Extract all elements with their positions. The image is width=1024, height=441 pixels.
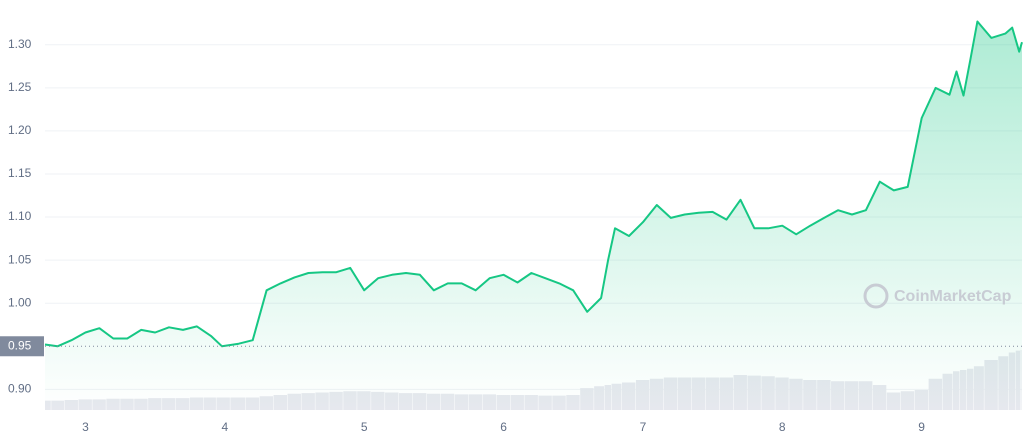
watermark-logo [863, 283, 889, 309]
y-tick-label: 1.00 [8, 295, 32, 309]
y-tick-label: 1.20 [8, 123, 32, 137]
y-tick-label: 1.15 [8, 166, 32, 180]
x-tick-label: 4 [221, 420, 228, 434]
x-tick-label: 7 [640, 420, 647, 434]
x-tick-label: 5 [361, 420, 368, 434]
watermark-text: CoinMarketCap [894, 288, 1012, 305]
x-tick-label: 9 [918, 420, 925, 434]
y-tick-label: 1.30 [8, 37, 32, 51]
price-line [44, 20, 1023, 348]
x-tick-label: 6 [500, 420, 507, 434]
watermark: CoinMarketCap [863, 283, 1012, 309]
reference-label-box [0, 336, 44, 357]
y-tick-label: 1.10 [8, 209, 32, 223]
x-tick-label: 8 [779, 420, 786, 434]
y-tick-label: 1.05 [8, 252, 32, 266]
reference-label: 0.95 [8, 338, 32, 352]
y-tick-label: 0.90 [8, 381, 32, 395]
y-tick-label: 1.25 [8, 80, 32, 94]
x-tick-label: 3 [82, 420, 89, 434]
price-area [45, 21, 1022, 410]
